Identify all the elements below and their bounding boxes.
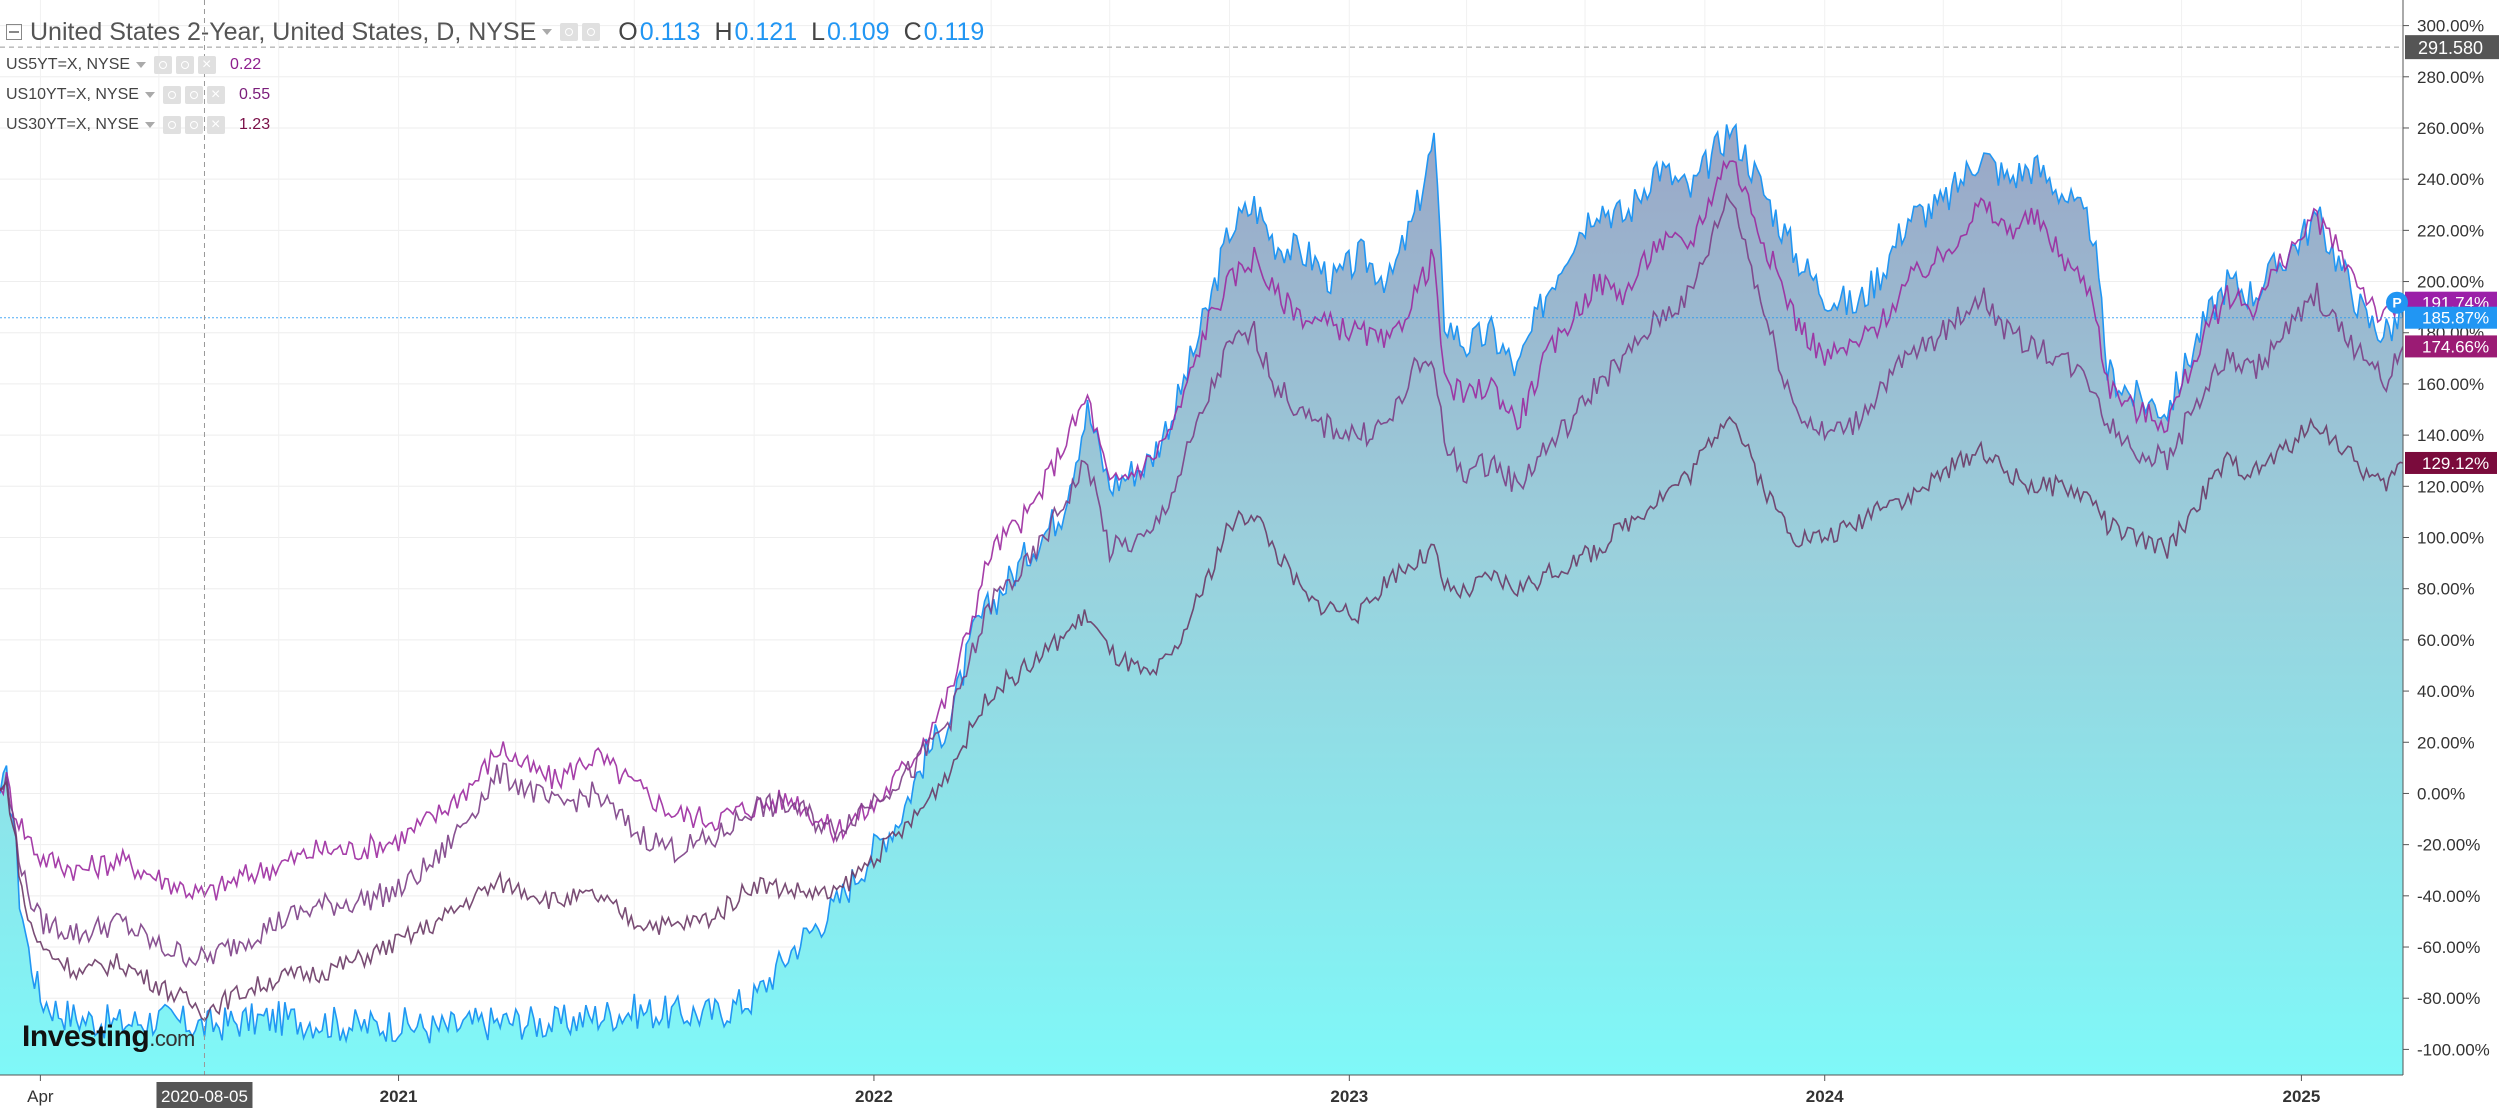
p-badge-label: P	[2392, 295, 2401, 311]
x-tick-label: 2022	[855, 1087, 893, 1106]
last-value-tag	[2405, 306, 2497, 329]
crosshair-date-label: 2020-08-05	[161, 1087, 248, 1106]
y-tick-label: -100.00%	[2417, 1040, 2490, 1059]
comparison-label: US30YT=X, NYSE	[6, 116, 139, 133]
x-tick-label: 2024	[1806, 1087, 1844, 1106]
p-badge	[2386, 291, 2408, 314]
last-value-label: 129.12%	[2422, 454, 2489, 473]
x-tick-label: Apr	[27, 1087, 54, 1106]
y-tick-label: 200.00%	[2417, 273, 2484, 292]
y-tick-label: -40.00%	[2417, 887, 2480, 906]
comparison-value: 1.23	[238, 116, 271, 133]
y-tick-label: 140.00%	[2417, 426, 2484, 445]
eye-icon[interactable]	[162, 116, 181, 134]
y-tick-label: 0.00%	[2417, 784, 2465, 803]
y-tick-label: -20.00%	[2417, 836, 2480, 855]
y-tick-label: 40.00%	[2417, 682, 2475, 701]
legend: United States 2-Year, United States, D, …	[6, 14, 984, 140]
logo-suffix: .com	[149, 1026, 195, 1051]
y-tick-label: -80.00%	[2417, 989, 2480, 1008]
gear-icon[interactable]	[184, 116, 203, 134]
close-label: C	[903, 17, 922, 46]
y-tick-label: 240.00%	[2417, 170, 2484, 189]
series-line-us10	[0, 192, 2403, 969]
close-icon[interactable]	[206, 86, 225, 104]
logo-brand: Investing	[22, 1020, 150, 1053]
collapse-icon[interactable]	[6, 24, 22, 40]
y-tick-label: 300.00%	[2417, 17, 2484, 36]
area-fill-us2y	[0, 124, 2403, 1075]
x-axis: Apr 2021 2022 2023 2024 2025 2020-08-05	[0, 1074, 2403, 1112]
plot-area[interactable]	[0, 122, 2403, 1075]
comparison-value: 0.22	[230, 56, 262, 73]
comparison-value: 0.55	[238, 86, 271, 103]
last-value-tag	[2405, 451, 2497, 474]
y-tick-label: 160.00%	[2417, 375, 2484, 394]
open-label: O	[618, 17, 638, 46]
close-value: 0.119	[923, 17, 985, 46]
chevron-down-icon[interactable]	[542, 29, 553, 35]
legend-main-row: United States 2-Year, United States, D, …	[6, 14, 984, 50]
legend-row-us5: US5YT=X, NYSE 0.22	[6, 50, 984, 80]
low-value: 0.109	[827, 17, 890, 46]
last-value-label: 174.66%	[2422, 337, 2489, 356]
low-label: L	[811, 17, 825, 46]
eye-icon[interactable]	[162, 86, 181, 104]
x-tick-label: 2021	[380, 1087, 418, 1106]
legend-row-us30: US30YT=X, NYSE 1.23	[6, 110, 984, 140]
comparison-label: US5YT=X, NYSE	[6, 56, 131, 73]
gear-icon[interactable]	[184, 86, 203, 104]
crosshair-value-label: 291.580	[2418, 38, 2483, 58]
y-tick-label: -60.00%	[2417, 938, 2480, 957]
close-icon[interactable]	[206, 116, 225, 134]
y-tick-label: 80.00%	[2417, 580, 2475, 599]
open-value: 0.113	[639, 17, 701, 46]
main-series-title: United States 2-Year, United States, D, …	[30, 17, 537, 46]
crosshair	[0, 0, 2403, 1075]
last-value-tag	[2405, 335, 2497, 358]
series-line-us2y	[0, 122, 2403, 1044]
eye-icon[interactable]	[154, 56, 173, 74]
comparison-label: US10YT=X, NYSE	[6, 86, 139, 103]
gear-icon[interactable]	[582, 23, 601, 41]
chevron-down-icon[interactable]	[144, 122, 155, 128]
y-tick-label: 220.00%	[2417, 221, 2484, 240]
last-value-label: 185.87%	[2422, 309, 2489, 328]
crosshair-value-box	[2405, 35, 2499, 60]
x-tick-label: 2023	[1330, 1087, 1368, 1106]
high-label: H	[714, 17, 733, 46]
high-value: 0.121	[734, 17, 798, 46]
eye-icon[interactable]	[560, 23, 579, 41]
y-tick-label: 280.00%	[2417, 68, 2484, 87]
chevron-down-icon[interactable]	[136, 62, 147, 68]
investing-logo: Investing.com	[22, 1020, 195, 1054]
legend-row-us10: US10YT=X, NYSE 0.55	[6, 80, 984, 110]
gear-icon[interactable]	[176, 56, 195, 74]
y-tick-label: 260.00%	[2417, 119, 2484, 138]
close-icon[interactable]	[198, 56, 217, 74]
series-line-us5	[0, 159, 2403, 901]
x-axis-background	[0, 1075, 2403, 1112]
last-value-tags: 191.74%185.87%174.66%129.12%P	[2386, 291, 2497, 474]
x-tick-label: 2025	[2282, 1087, 2320, 1106]
y-tick-label: 100.00%	[2417, 529, 2484, 548]
crosshair-date-box	[156, 1082, 253, 1108]
y-axis-background	[2403, 0, 2501, 1112]
chevron-down-icon[interactable]	[144, 92, 155, 98]
y-tick-label: 120.00%	[2417, 477, 2484, 496]
y-tick-label: 20.00%	[2417, 733, 2475, 752]
y-axis: 300.00% 280.00% 260.00% 240.00% 220.00% 200.0…	[2402, 0, 2501, 1112]
y-tick-label: 60.00%	[2417, 631, 2475, 650]
series-line-us30	[0, 415, 2403, 1022]
